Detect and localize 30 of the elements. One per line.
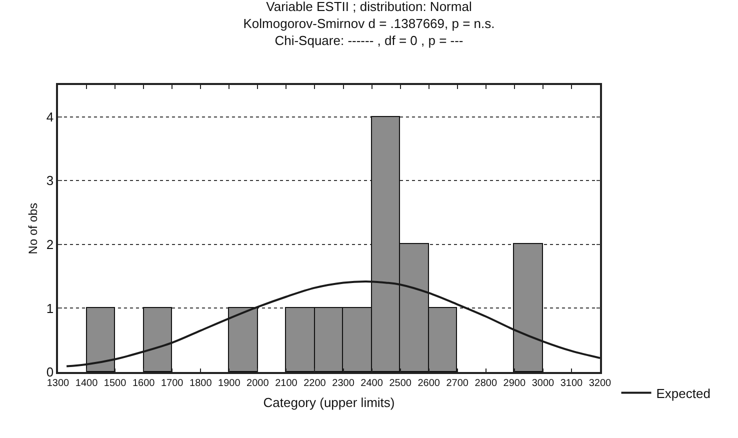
y-tick-label: 4 [46, 109, 54, 124]
x-tick-label: 2000 [246, 378, 270, 389]
y-tick-label: 1 [46, 300, 54, 316]
x-tick-label: 1800 [190, 378, 212, 389]
chart-title: Variable ESTII ; distribution: Normal [266, 0, 472, 14]
x-tick-label: 1900 [218, 378, 241, 389]
x-tick-label: 3000 [532, 378, 555, 389]
x-tick-label: 3100 [560, 378, 584, 389]
x-tick-label: 1500 [104, 378, 127, 389]
x-tick-label: 2400 [360, 378, 384, 389]
x-tick-label: 1700 [160, 378, 184, 389]
x-tick-label: 2700 [446, 378, 469, 389]
chart-subtitle: Kolmogorov-Smirnov d = .1387669, p = n.s. Chi-Square: ------ , df = 0 , p = --- [243, 16, 495, 48]
x-tick-label: 2800 [474, 378, 498, 389]
x-tick-label: 1400 [75, 378, 98, 389]
x-tick-label: 1300 [46, 378, 70, 389]
x-tick-label: 2300 [332, 378, 355, 389]
x-tick-label: 1600 [132, 378, 156, 389]
x-tick-label: 2200 [304, 378, 326, 389]
y-axis-title: No of obs [26, 202, 40, 254]
x-tick-label: 3200 [588, 378, 612, 389]
y-tick-label: 0 [46, 364, 54, 380]
y-tick-label: 2 [46, 236, 54, 252]
y-tick-label: 3 [46, 173, 54, 188]
x-tick-label: 2500 [389, 378, 412, 389]
x-tick-label: 2600 [418, 378, 440, 389]
x-axis-title: Category (upper limits) [263, 394, 395, 410]
x-tick-label: 2100 [275, 378, 298, 389]
legend-label: Expected [656, 386, 710, 401]
x-tick-label: 2900 [503, 378, 526, 389]
